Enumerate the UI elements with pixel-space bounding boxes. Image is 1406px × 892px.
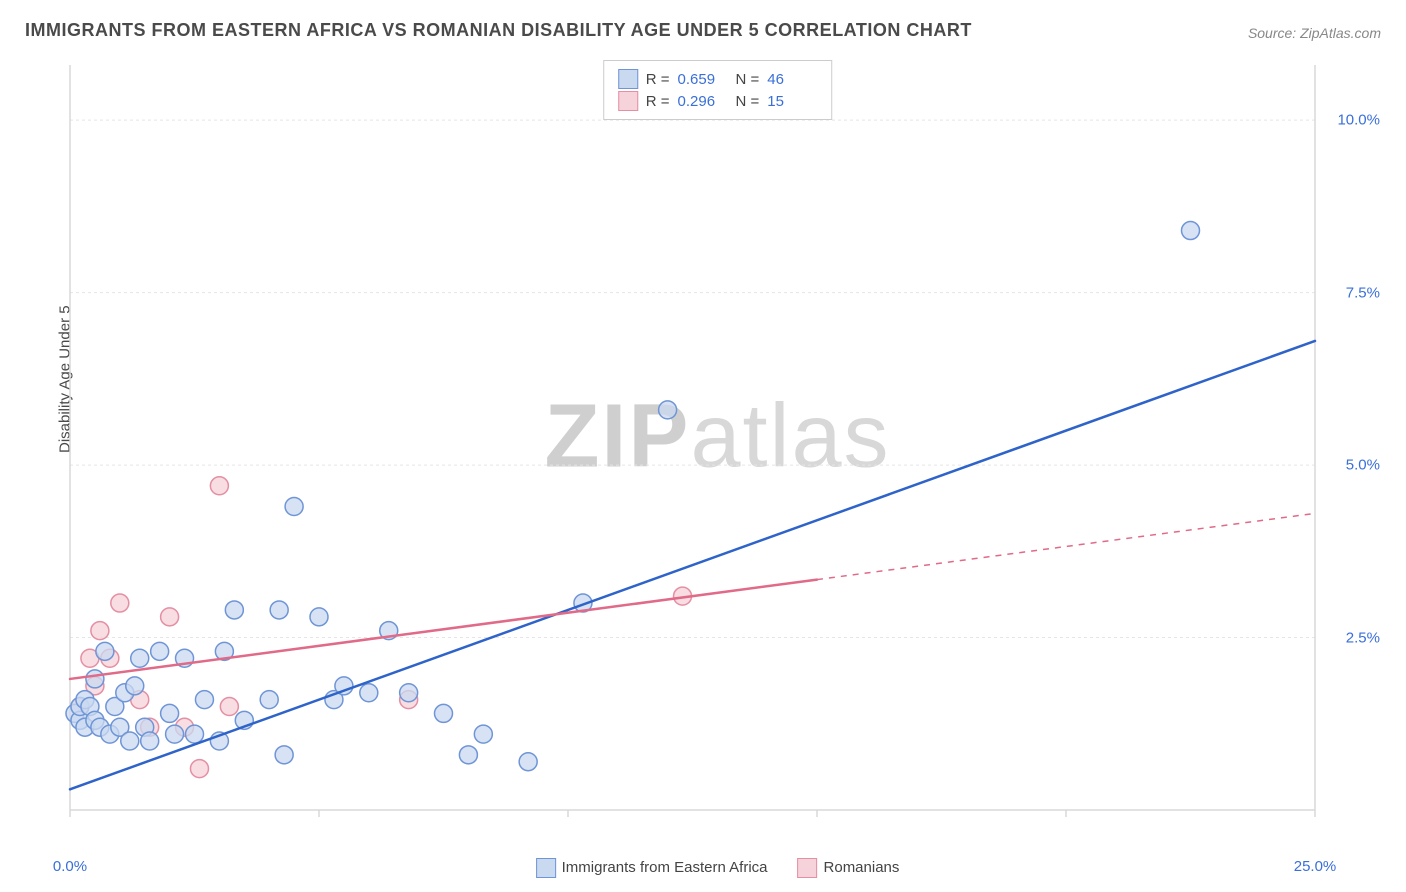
y-tick-label: 2.5% [1346,629,1380,646]
x-tick-label: 25.0% [1294,858,1337,875]
chart-area: Disability Age Under 5 ZIPatlas R =0.659… [50,55,1385,850]
legend-n-label: N = [736,71,760,88]
chart-title: IMMIGRANTS FROM EASTERN AFRICA VS ROMANI… [25,20,972,41]
legend-swatch [618,91,638,111]
legend-swatch [536,858,556,878]
legend-r-value: 0.659 [678,71,728,88]
legend-swatch [798,858,818,878]
series-name: Immigrants from Eastern Africa [562,859,768,876]
x-tick-label: 0.0% [53,858,87,875]
series-legend-item: Immigrants from Eastern Africa [536,858,768,878]
chart-svg [50,55,1385,850]
y-tick-label: 10.0% [1337,112,1380,129]
legend-r-label: R = [646,93,670,110]
y-tick-label: 7.5% [1346,284,1380,301]
y-tick-label: 5.0% [1346,457,1380,474]
legend-row: R = 0.296 N = 15 [618,91,818,111]
legend-row: R = 0.659 N = 46 [618,69,818,89]
legend-r-label: R = [646,71,670,88]
series-name: Romanians [824,859,900,876]
correlation-legend: R = 0.659 N = 46 R = 0.296 N = 15 [603,60,833,120]
source-prefix: Source: [1248,25,1300,41]
legend-swatch [618,69,638,89]
source-name: ZipAtlas.com [1300,25,1381,41]
legend-r-value: 0.296 [678,93,728,110]
source-attribution: Source: ZipAtlas.com [1248,25,1381,41]
legend-n-value: 15 [767,93,817,110]
series-legend-item: Romanians [798,858,900,878]
legend-n-label: N = [736,93,760,110]
legend-n-value: 46 [767,71,817,88]
series-legend: Immigrants from Eastern Africa Romanians [536,858,900,878]
